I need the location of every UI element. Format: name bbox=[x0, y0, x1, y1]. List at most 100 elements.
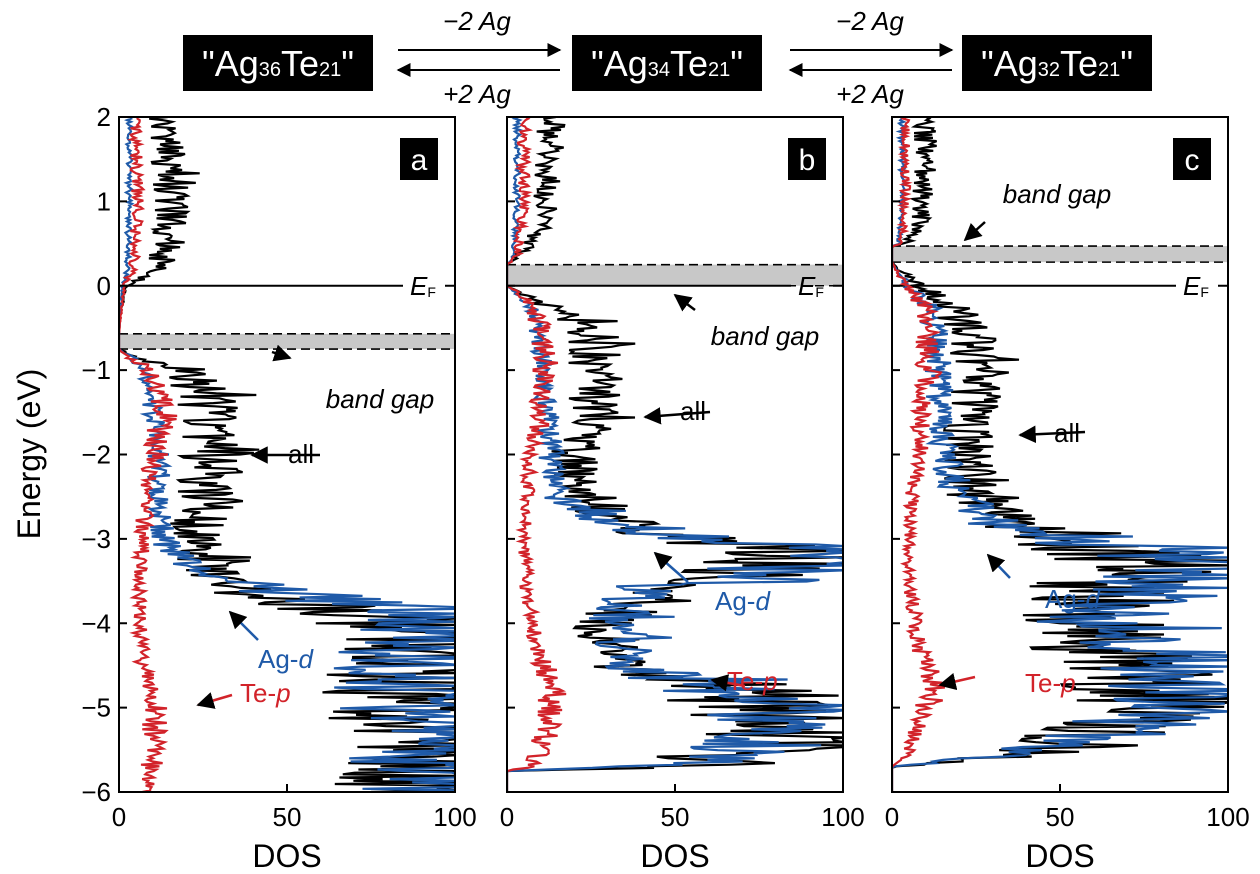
formula-3-pre: "Ag bbox=[981, 43, 1038, 84]
annotation-all-label: all bbox=[680, 396, 706, 426]
fermi-label-main: E bbox=[798, 271, 816, 301]
formula-2-te: Te bbox=[670, 43, 708, 84]
svg-text:"Ag36Te21": "Ag36Te21" bbox=[202, 43, 354, 84]
annotation-ag-d-arrow bbox=[986, 553, 1011, 579]
annotation-all-arrow bbox=[643, 407, 711, 425]
series-ag-d-line bbox=[507, 117, 843, 792]
series-te-p-line bbox=[507, 117, 567, 792]
annotation-ag-d-label: Ag-d bbox=[258, 644, 314, 674]
formula-1-pre: "Ag bbox=[202, 43, 259, 84]
annotation-all-arrow bbox=[1018, 425, 1086, 444]
annotation-ag-d-arrow bbox=[228, 610, 259, 641]
series-te-p-line bbox=[892, 117, 946, 792]
annotation-ag-d-label: Ag-d bbox=[715, 586, 771, 616]
x-tick-label: 0 bbox=[500, 802, 514, 832]
formula-2-ag-sub: 34 bbox=[648, 59, 670, 81]
x-tick-label: 50 bbox=[661, 802, 690, 832]
formula-box-1: "Ag36Te21" bbox=[183, 35, 373, 91]
formula-3-te-sub: 21 bbox=[1098, 59, 1120, 81]
formula-3-te: Te bbox=[1060, 43, 1098, 84]
panel-label: a bbox=[411, 144, 428, 177]
fermi-label-sub: F bbox=[815, 284, 824, 300]
annotation-te-p-arrow bbox=[938, 672, 976, 691]
y-tick-label: −4 bbox=[81, 608, 111, 638]
y-tick-label: 2 bbox=[97, 102, 111, 132]
formula-2-pre: "Ag bbox=[591, 43, 648, 84]
x-axis-label: DOS bbox=[640, 838, 709, 874]
x-tick-label: 0 bbox=[885, 802, 899, 832]
annotation-band-gap-label: band gap bbox=[1003, 179, 1111, 209]
fermi-level-label: EF bbox=[410, 271, 436, 301]
x-tick-label: 50 bbox=[273, 802, 302, 832]
fermi-label-main: E bbox=[1183, 271, 1201, 301]
y-tick-label: −6 bbox=[81, 777, 111, 807]
x-tick-label: 0 bbox=[112, 802, 126, 832]
series-all-line bbox=[119, 117, 455, 792]
annotation-band-gap-label: band gap bbox=[711, 321, 819, 351]
fermi-level-label: EF bbox=[1183, 271, 1209, 301]
band-gap-region bbox=[119, 333, 455, 350]
annotation-te-p-label: Te-p bbox=[727, 666, 778, 696]
x-tick-label: 50 bbox=[1046, 802, 1075, 832]
annotation-band-gap-label: band gap bbox=[326, 384, 434, 414]
reaction-arrows-1: −2 Ag +2 Ag bbox=[396, 6, 562, 109]
y-tick-label: −1 bbox=[81, 355, 111, 385]
svg-text:"Ag32Te21": "Ag32Te21" bbox=[981, 43, 1133, 84]
fermi-label-main: E bbox=[410, 271, 428, 301]
formula-box-3: "Ag32Te21" bbox=[962, 35, 1152, 91]
fermi-label-sub: F bbox=[427, 284, 436, 300]
y-tick-label: −2 bbox=[81, 440, 111, 470]
arrow-1-forward-label: −2 Ag bbox=[443, 6, 511, 36]
panel-label-box bbox=[400, 138, 438, 180]
x-tick-label: 100 bbox=[821, 802, 864, 832]
annotation-band-gap-arrow bbox=[963, 221, 986, 242]
annotation-te-p-label: Te-p bbox=[240, 678, 291, 708]
fermi-level-label: EF bbox=[798, 271, 824, 301]
annotation-band-gap-arrow bbox=[271, 344, 292, 362]
annotation-all-label: all bbox=[1054, 418, 1080, 448]
formula-3-post: " bbox=[1120, 43, 1133, 84]
svg-text:"Ag34Te21": "Ag34Te21" bbox=[591, 43, 743, 84]
arrow-1-backward-label: +2 Ag bbox=[443, 79, 511, 109]
formula-1-te-sub: 21 bbox=[319, 59, 341, 81]
fermi-label-sub: F bbox=[1200, 284, 1209, 300]
series-te-p-line bbox=[119, 117, 178, 792]
x-tick-label: 100 bbox=[1206, 802, 1249, 832]
y-tick-label: 0 bbox=[97, 271, 111, 301]
annotation-te-p-arrow bbox=[196, 692, 233, 709]
x-axis-label: DOS bbox=[252, 838, 321, 874]
panel-label-box bbox=[1173, 138, 1211, 180]
panel-label: c bbox=[1185, 144, 1200, 177]
formula-2-post: " bbox=[730, 43, 743, 84]
arrow-2-backward-label: +2 Ag bbox=[836, 79, 904, 109]
band-gap-region bbox=[892, 246, 1228, 263]
formula-1-post: " bbox=[341, 43, 354, 84]
arrow-2-forward-label: −2 Ag bbox=[836, 6, 904, 36]
annotation-te-p-label: Te-p bbox=[1025, 668, 1076, 698]
reaction-arrows-2: −2 Ag +2 Ag bbox=[788, 6, 954, 109]
x-tick-label: 100 bbox=[433, 802, 476, 832]
annotation-band-gap-arrow bbox=[673, 293, 696, 312]
panel-label: b bbox=[799, 144, 816, 177]
annotation-te-p-arrow bbox=[710, 674, 746, 692]
formula-2-te-sub: 21 bbox=[708, 59, 730, 81]
annotation-ag-d-label: Ag-d bbox=[1045, 584, 1101, 614]
formula-3-ag-sub: 32 bbox=[1038, 59, 1060, 81]
formula-box-2: "Ag34Te21" bbox=[572, 35, 762, 91]
x-axis-label: DOS bbox=[1025, 838, 1094, 874]
annotation-ag-d-arrow bbox=[653, 551, 689, 583]
formula-1-te: Te bbox=[281, 43, 319, 84]
panel-label-box bbox=[788, 138, 826, 180]
series-ag-d-line bbox=[119, 117, 455, 792]
y-axis-label: Energy (eV) bbox=[11, 369, 47, 540]
annotation-all-label: all bbox=[288, 439, 314, 469]
formula-1-ag-sub: 36 bbox=[259, 59, 281, 81]
y-tick-label: 1 bbox=[97, 186, 111, 216]
band-gap-region bbox=[507, 264, 843, 286]
y-tick-label: −5 bbox=[81, 693, 111, 723]
